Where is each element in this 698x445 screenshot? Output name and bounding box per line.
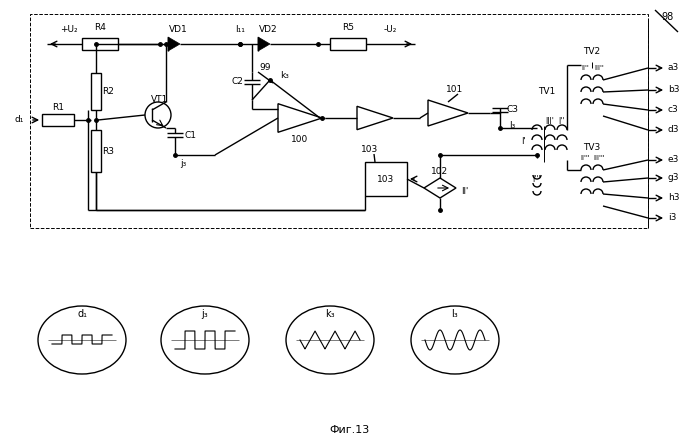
Text: II'': II'' xyxy=(581,65,589,71)
Text: c3: c3 xyxy=(668,105,678,114)
Text: e3: e3 xyxy=(668,155,679,165)
Text: 101: 101 xyxy=(447,85,463,94)
Text: b3: b3 xyxy=(668,85,679,94)
Polygon shape xyxy=(258,37,270,51)
Text: R4: R4 xyxy=(94,24,106,32)
Text: 102: 102 xyxy=(431,167,449,177)
Text: Фиг.13: Фиг.13 xyxy=(330,425,370,435)
Text: TV1: TV1 xyxy=(538,86,556,96)
Text: TV3: TV3 xyxy=(584,143,600,153)
Text: i3: i3 xyxy=(668,214,676,222)
Text: II''': II''' xyxy=(580,155,590,161)
Bar xyxy=(30,14,648,228)
Text: +U₂: +U₂ xyxy=(60,25,77,35)
Text: R5: R5 xyxy=(342,24,354,32)
Text: k₃: k₃ xyxy=(325,309,335,319)
Text: 99: 99 xyxy=(259,64,271,73)
Bar xyxy=(91,73,101,110)
Text: a3: a3 xyxy=(668,64,679,73)
Text: g3: g3 xyxy=(668,174,679,182)
Text: TV2: TV2 xyxy=(584,48,600,57)
Text: VD1: VD1 xyxy=(169,24,187,33)
Text: 98: 98 xyxy=(662,12,674,22)
Text: -U₂: -U₂ xyxy=(383,24,396,33)
Text: d3: d3 xyxy=(668,125,679,134)
Text: d₁: d₁ xyxy=(15,116,24,125)
Text: 103: 103 xyxy=(378,174,394,183)
Bar xyxy=(365,162,407,196)
Text: C1: C1 xyxy=(184,130,196,139)
Text: III': III' xyxy=(546,117,554,126)
Text: R1: R1 xyxy=(52,102,64,112)
Text: 103: 103 xyxy=(362,146,378,154)
Bar xyxy=(330,38,366,50)
Bar xyxy=(82,38,118,50)
Text: C3: C3 xyxy=(507,105,519,114)
Text: R3: R3 xyxy=(102,146,114,155)
Text: 100: 100 xyxy=(291,135,309,145)
Text: k₃: k₃ xyxy=(281,70,290,80)
Text: l₃: l₃ xyxy=(509,121,515,130)
Text: j₃: j₃ xyxy=(180,158,186,167)
Polygon shape xyxy=(168,37,180,51)
Text: h3: h3 xyxy=(668,194,679,202)
Text: II': II' xyxy=(461,187,468,197)
Text: l₁₁: l₁₁ xyxy=(235,24,245,33)
Text: I''': I''' xyxy=(533,175,542,185)
Text: C2: C2 xyxy=(231,77,243,86)
Text: j₃: j₃ xyxy=(202,309,209,319)
Text: l₃: l₃ xyxy=(452,309,459,319)
Text: III'': III'' xyxy=(594,65,604,71)
Text: R2: R2 xyxy=(102,86,114,96)
Bar xyxy=(91,130,101,172)
Text: III''': III''' xyxy=(593,155,604,161)
Text: VD2: VD2 xyxy=(259,24,277,33)
Bar xyxy=(42,114,74,126)
Text: d₁: d₁ xyxy=(77,309,87,319)
Text: I'': I'' xyxy=(559,117,565,126)
Text: I': I' xyxy=(521,138,526,146)
Text: VT1: VT1 xyxy=(151,96,169,105)
